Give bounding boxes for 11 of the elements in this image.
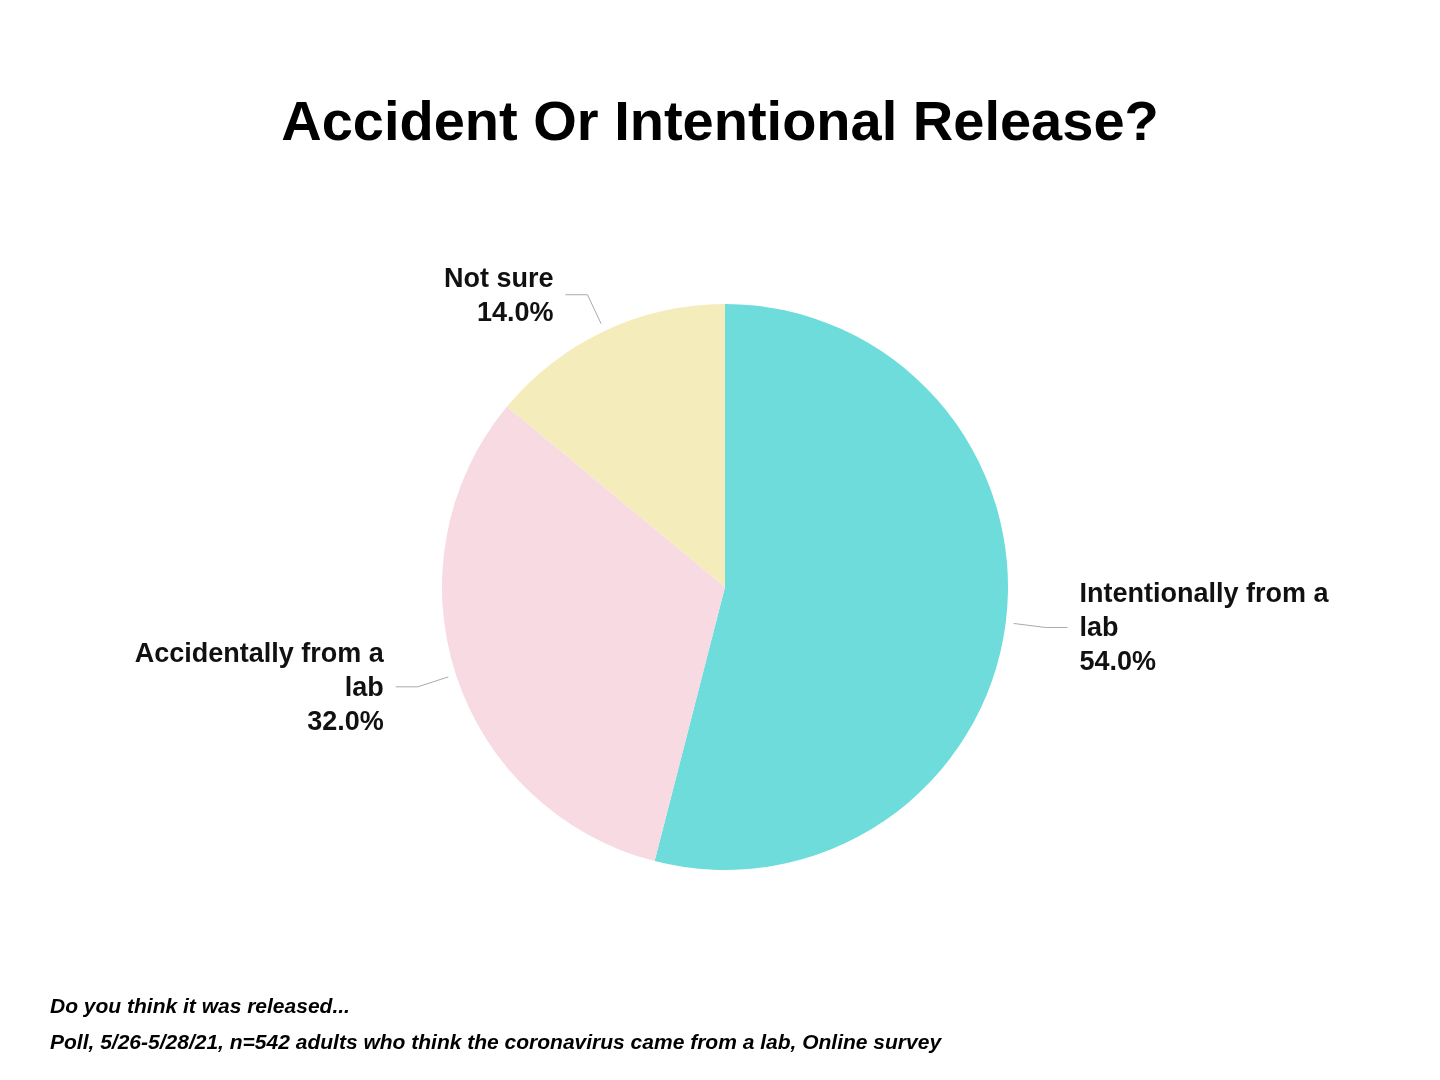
data-label: 32.0% bbox=[307, 705, 384, 736]
slice-label: Not sure bbox=[443, 262, 554, 293]
text: Do you think it was released... bbox=[50, 993, 351, 1019]
slice-label: Intentionally from a lab bbox=[1079, 578, 1330, 643]
text: Poll, 5/26-5/28/21, n=542 adults who think the coronavirus came from a lab, Online survey bbox=[50, 1029, 942, 1055]
pie-slice bbox=[654, 304, 1008, 870]
data-label: 54.0% bbox=[1079, 646, 1157, 677]
slice-label: Accidentally from a lab bbox=[134, 637, 385, 702]
pie-slice bbox=[442, 406, 725, 862]
chart-title: Accident Or Intentional Release? bbox=[280, 88, 1160, 153]
data-label: 14.0% bbox=[476, 296, 554, 327]
